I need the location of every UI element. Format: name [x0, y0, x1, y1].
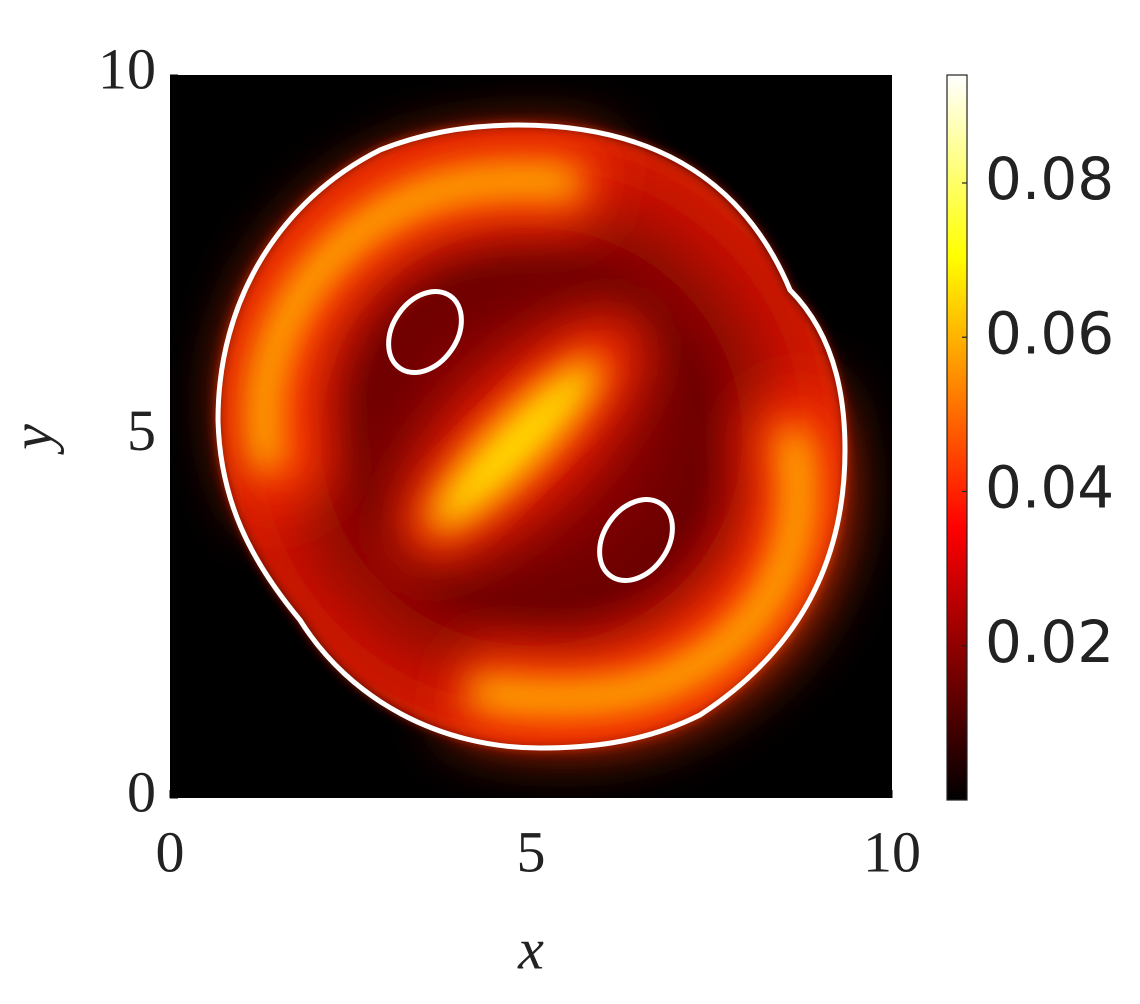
colorbar — [946, 74, 968, 801]
colorbar-tick-label: 0.02 — [985, 608, 1114, 676]
x-axis-label: x — [517, 916, 544, 981]
y-tick-label: 0 — [127, 759, 156, 824]
colorbar-tick-label: 0.04 — [985, 454, 1114, 522]
y-tick-label: 10 — [98, 36, 156, 101]
x-tick-label: 0 — [156, 819, 185, 884]
heatmap-field — [170, 75, 892, 798]
y-axis-label: y — [0, 424, 64, 455]
colorbar-tick-label: 0.06 — [985, 299, 1114, 367]
y-tick-label: 5 — [127, 398, 156, 463]
x-tick-label: 5 — [517, 819, 546, 884]
x-tick-label: 10 — [863, 819, 921, 884]
colorbar-tick-label: 0.08 — [985, 145, 1114, 213]
